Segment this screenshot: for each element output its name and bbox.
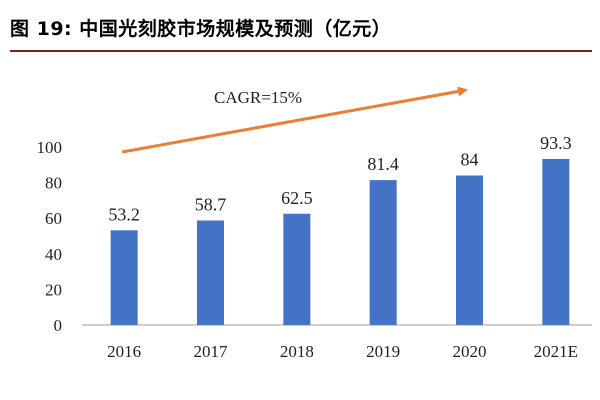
x-tick-label: 2021E: [534, 342, 578, 361]
data-label: 58.7: [195, 195, 227, 215]
bar-2018: [283, 213, 311, 325]
data-label: 81.4: [367, 154, 399, 174]
figure-title: 图 19: 中国光刻胶市场规模及预测（亿元）: [10, 18, 392, 40]
x-tick-label: 2016: [107, 342, 141, 361]
cagr-trend-arrow: [121, 86, 468, 154]
data-label: 53.2: [108, 204, 140, 224]
y-tick-label: 20: [45, 280, 62, 299]
data-labels: 53.2 58.7 62.5 81.4 84 93.3: [108, 133, 571, 224]
x-tick-label: 2017: [194, 342, 229, 361]
y-tick-label: 0: [54, 316, 63, 335]
x-tick-label: 2019: [366, 342, 400, 361]
y-tick-label: 40: [45, 245, 62, 264]
bar-2020: [456, 175, 483, 325]
data-label: 62.5: [281, 188, 313, 208]
bar-2016: [110, 230, 138, 325]
bar-2021E: [542, 158, 570, 325]
bar-2017: [197, 220, 224, 325]
data-label: 84: [461, 149, 479, 169]
y-tick-label: 100: [37, 138, 63, 157]
cagr-annotation: CAGR=15%: [214, 88, 302, 107]
y-axis-labels: 0 20 40 60 80 100: [37, 138, 63, 335]
y-tick-label: 80: [45, 174, 62, 193]
y-tick-label: 60: [45, 209, 62, 228]
data-label: 93.3: [540, 133, 572, 153]
bar-2019: [369, 180, 397, 325]
x-axis-labels: 2016 2017 2018 2019 2020 2021E: [107, 342, 578, 361]
x-tick-label: 2020: [453, 342, 487, 361]
x-tick-label: 2018: [280, 342, 314, 361]
bars: [110, 158, 570, 325]
title-divider: [10, 50, 592, 52]
